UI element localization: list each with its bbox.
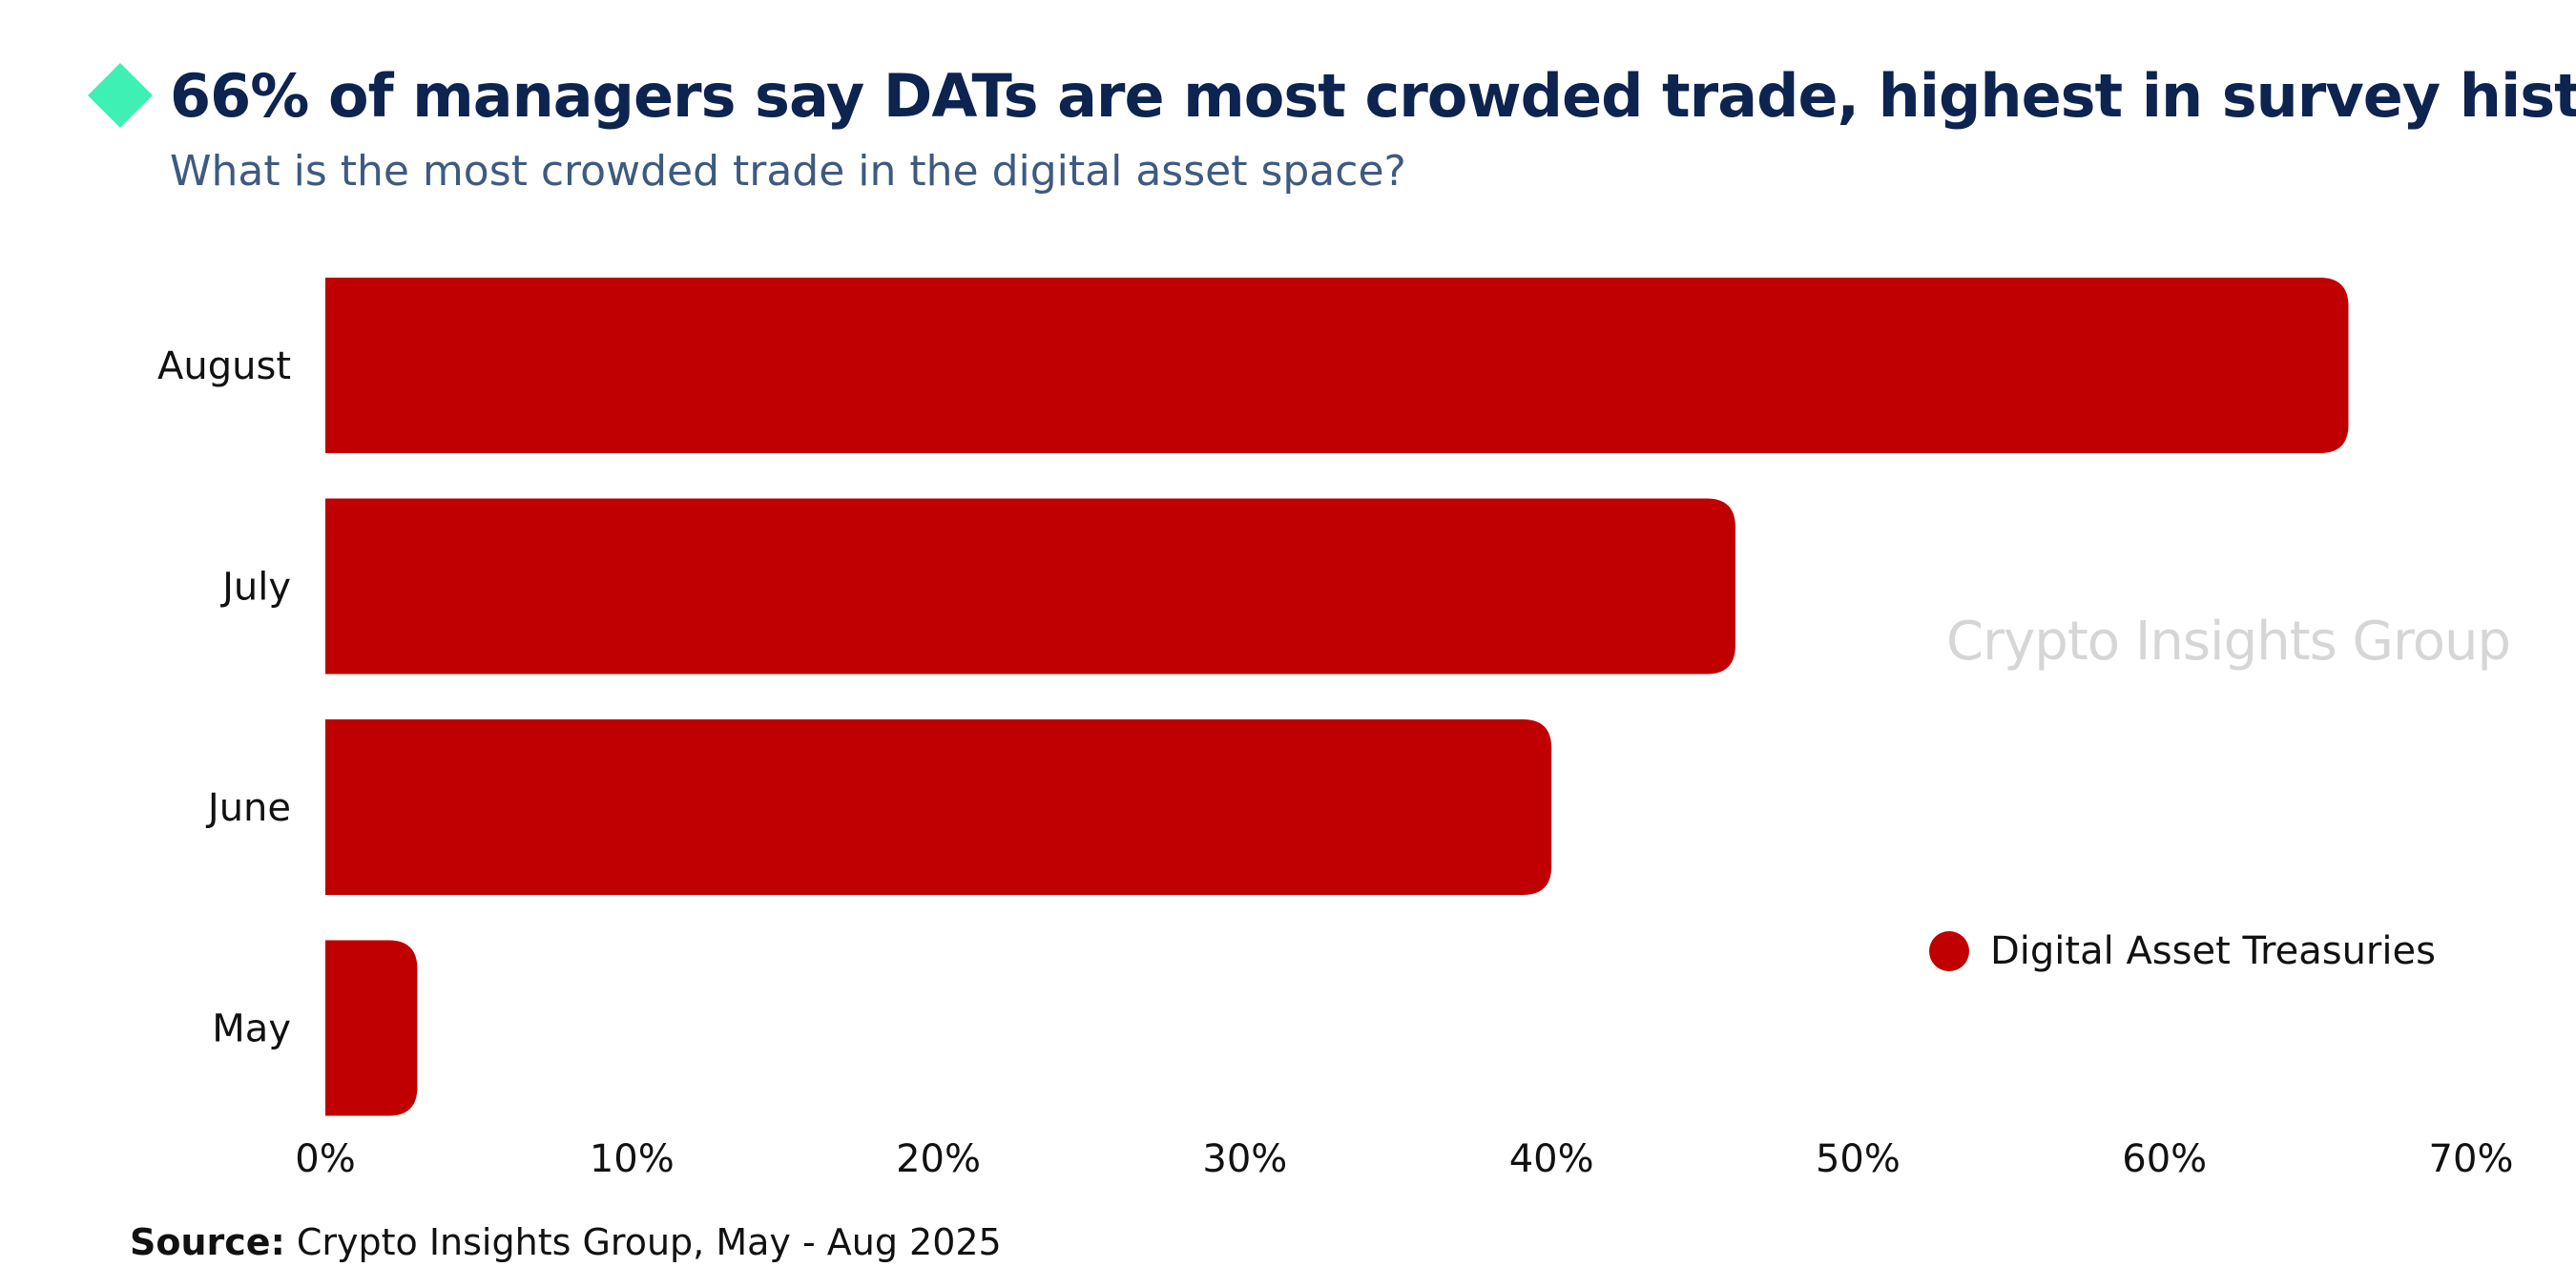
chart-title: 66% of managers say DATs are most crowde… bbox=[170, 61, 2576, 131]
watermark: Crypto Insights Group bbox=[1946, 611, 2511, 673]
legend-swatch bbox=[1929, 931, 1969, 971]
category-labels-group: August July June May bbox=[157, 344, 291, 1051]
x-tick-label: 40% bbox=[1509, 1137, 1594, 1181]
source-text: Crypto Insights Group, May - Aug 2025 bbox=[284, 1221, 1002, 1263]
x-tick-label: 0% bbox=[295, 1137, 355, 1181]
x-tick-label: 60% bbox=[2122, 1137, 2207, 1181]
bar-july bbox=[325, 498, 1735, 675]
category-label-july: July bbox=[219, 566, 291, 610]
category-label-june: June bbox=[205, 786, 291, 830]
category-label-may: May bbox=[212, 1008, 291, 1051]
x-tick-label: 10% bbox=[590, 1137, 675, 1181]
bar-august bbox=[325, 278, 2349, 453]
bars-group bbox=[325, 278, 2349, 1116]
x-tick-label: 50% bbox=[1816, 1137, 1901, 1181]
bar-june bbox=[325, 719, 1552, 895]
x-tick-label: 20% bbox=[896, 1137, 981, 1181]
legend-label: Digital Asset Treasuries bbox=[1990, 929, 2436, 973]
source-note: Source: Crypto Insights Group, May - Aug… bbox=[130, 1221, 1002, 1263]
x-tick-label: 30% bbox=[1202, 1137, 1287, 1181]
source-label: Source: bbox=[130, 1221, 285, 1263]
chart-subtitle: What is the most crowded trade in the di… bbox=[170, 147, 1406, 196]
category-label-august: August bbox=[157, 344, 291, 388]
x-tick-labels-group: 0% 10% 20% 30% 40% 50% 60% 70% bbox=[295, 1137, 2513, 1181]
legend: Digital Asset Treasuries bbox=[1929, 929, 2436, 973]
x-tick-label: 70% bbox=[2429, 1137, 2514, 1181]
bar-may bbox=[325, 940, 418, 1116]
